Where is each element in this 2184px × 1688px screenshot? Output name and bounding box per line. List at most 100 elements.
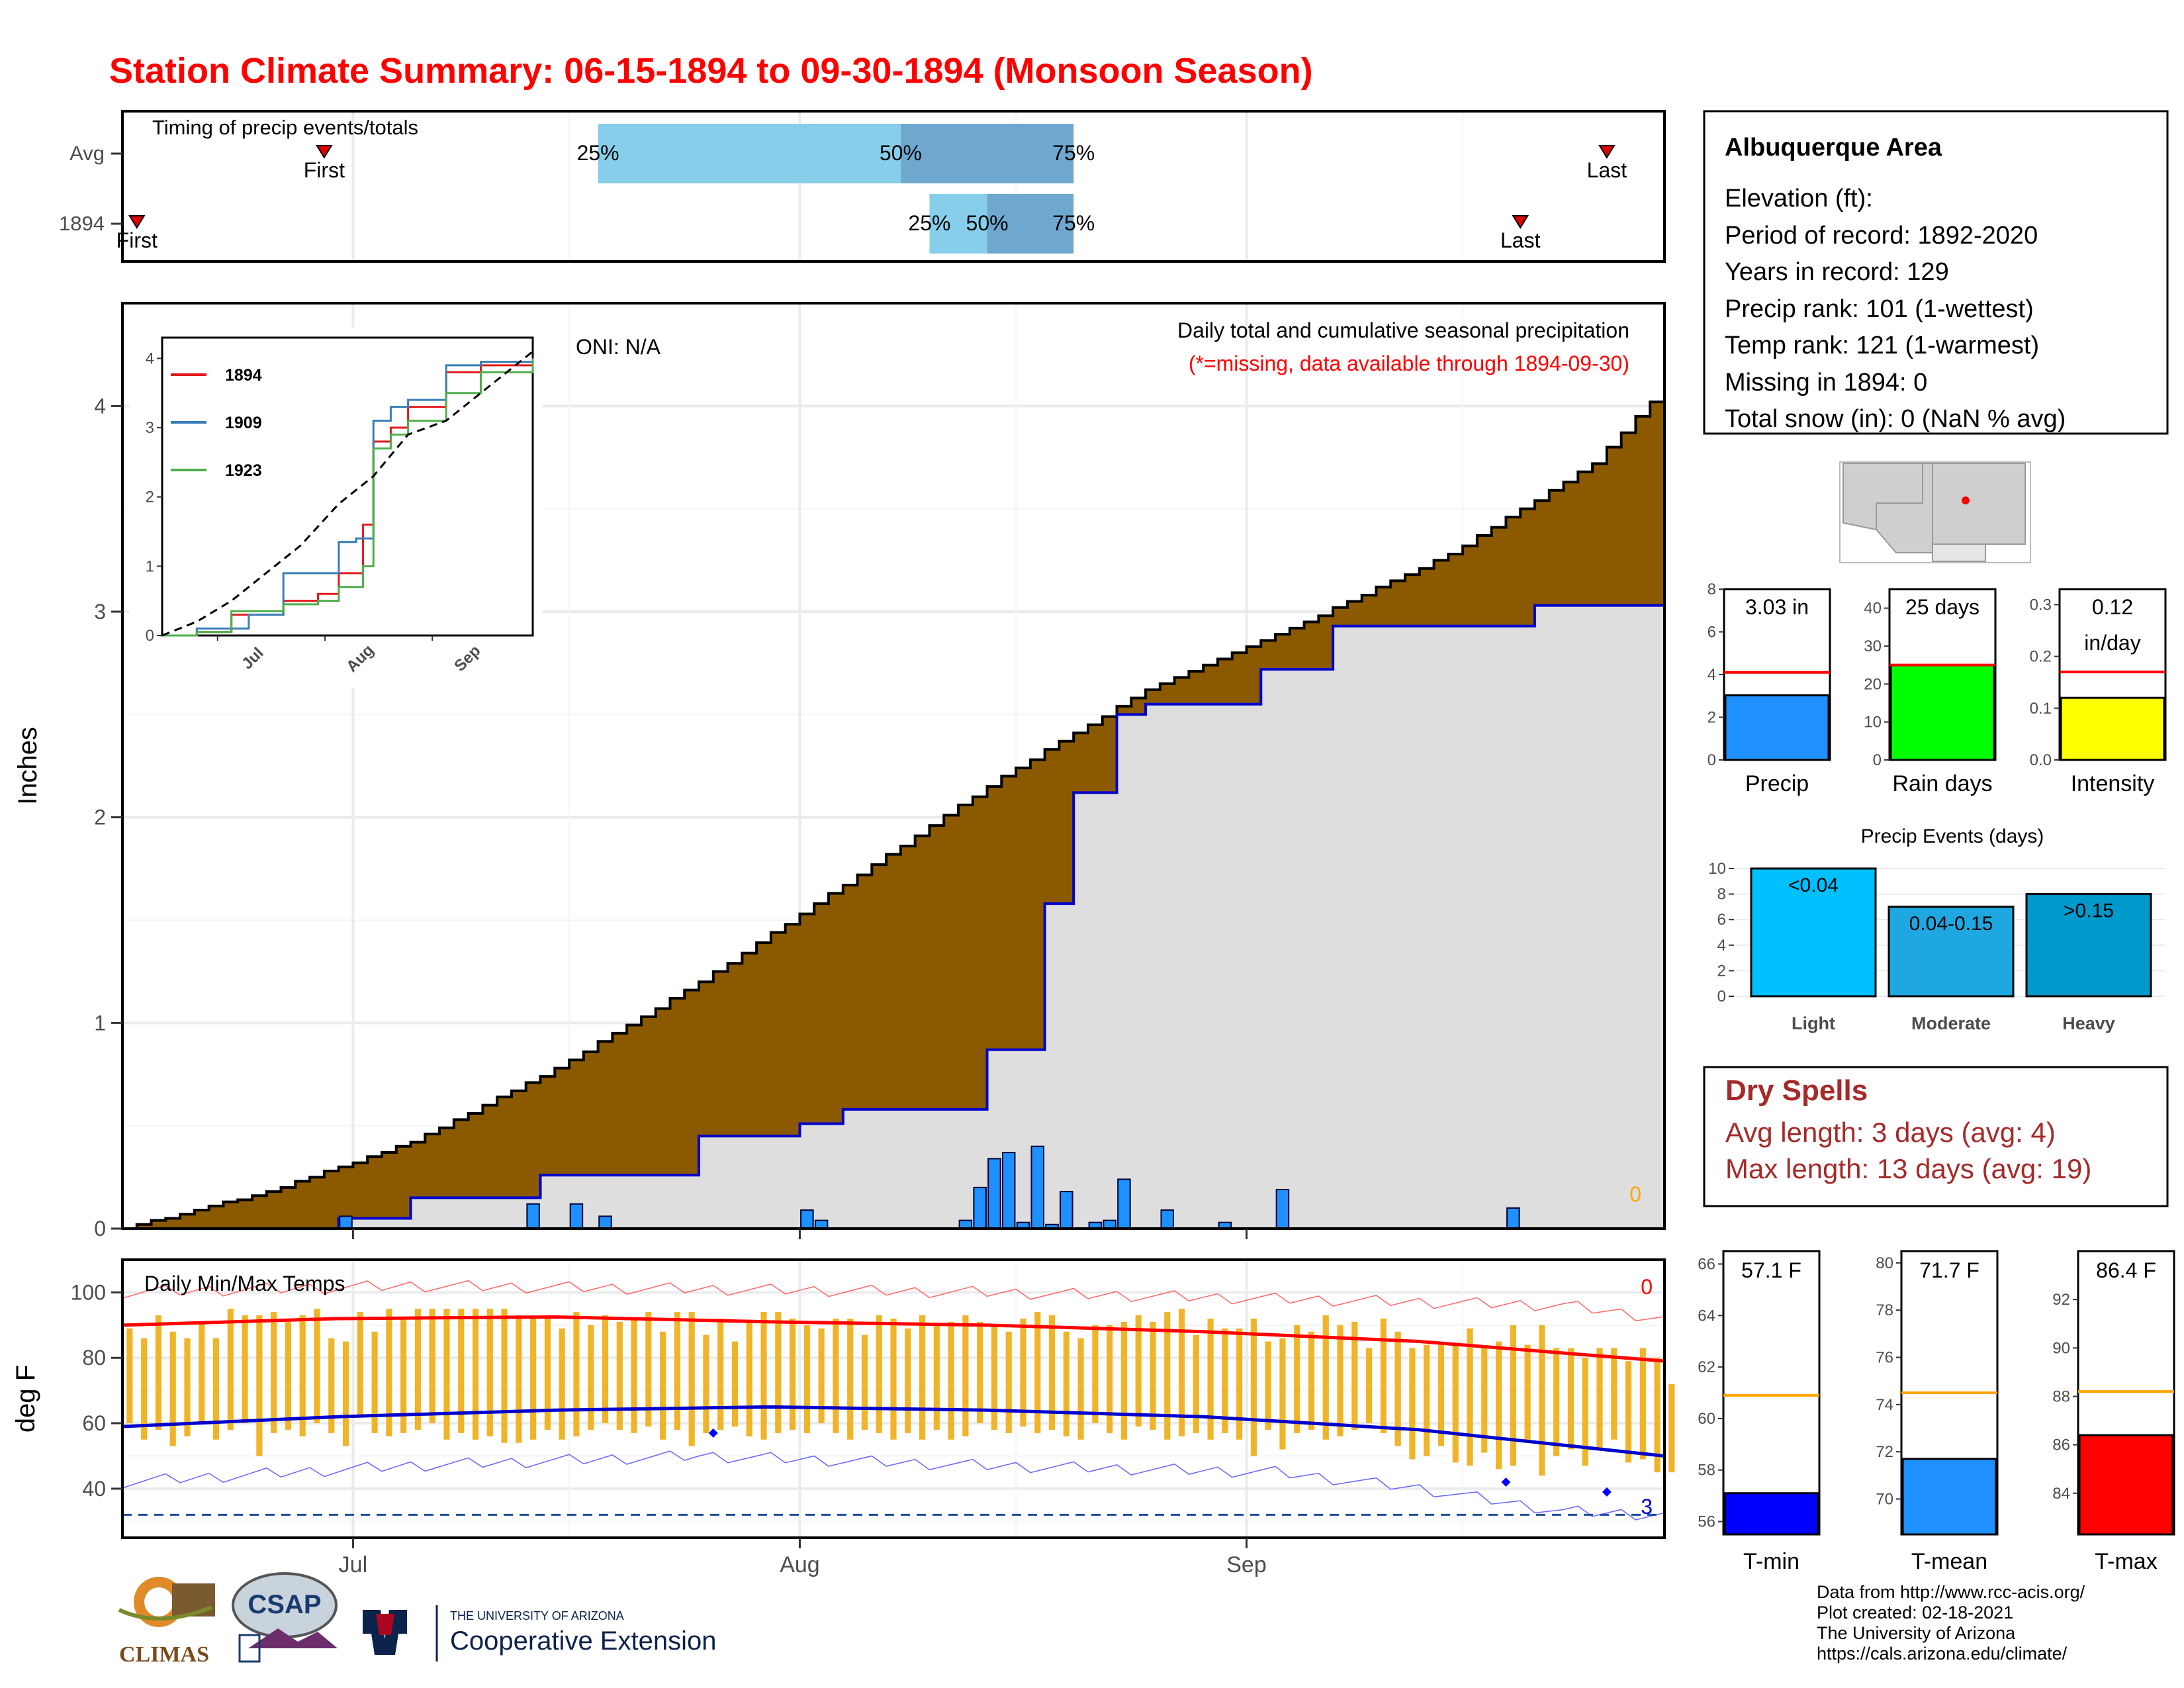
temp-x-tick-label: Aug bbox=[780, 1552, 820, 1577]
timing-last-label: Last bbox=[1587, 158, 1627, 182]
daily-temp-bar bbox=[1120, 1321, 1127, 1440]
temp-bar-value-text: 71.7 F bbox=[1919, 1258, 1979, 1282]
inset-y-tick-label: 0 bbox=[146, 627, 154, 645]
temp-bar-tick-label: 86 bbox=[2052, 1436, 2070, 1454]
timing-first-label: First bbox=[116, 228, 158, 252]
mini-bar-tick-label: 30 bbox=[1864, 637, 1882, 655]
mini-bar-value-text2: in/day bbox=[2084, 631, 2140, 655]
daily-temp-bar bbox=[1611, 1348, 1617, 1440]
missing-caption: (*=missing, data available through 1894-… bbox=[1189, 352, 1629, 375]
daily-temp-bar bbox=[631, 1318, 637, 1433]
daily-precip-bar bbox=[1117, 1178, 1131, 1229]
daily-temp-bar bbox=[905, 1328, 911, 1433]
daily-temp-bar bbox=[1020, 1318, 1026, 1427]
events-tick-label: 6 bbox=[1717, 911, 1726, 929]
record-low-marker bbox=[1501, 1477, 1511, 1487]
mini-bar-tick-label: 0 bbox=[1873, 751, 1882, 769]
daily-temp-bar bbox=[645, 1312, 652, 1427]
daily-temp-bar bbox=[212, 1338, 220, 1440]
daily-temp-bar bbox=[861, 1335, 868, 1430]
timing-p25-label: 25% bbox=[908, 211, 950, 235]
daily-temp-bar bbox=[674, 1312, 680, 1430]
mini-bar-tick-label: 10 bbox=[1864, 714, 1882, 731]
daily-temp-bar bbox=[703, 1335, 709, 1433]
record-low-marker bbox=[1602, 1487, 1612, 1497]
mini-bar-label: Precip bbox=[1745, 771, 1809, 796]
event-bar-label: Light bbox=[1792, 1013, 1835, 1033]
daily-temp-bar bbox=[443, 1309, 450, 1440]
credit-source: Data from http://www.rcc-acis.org/ bbox=[1817, 1582, 2085, 1602]
info-years: Years in record: 129 bbox=[1725, 258, 1949, 286]
precip-events-panel: Precip Events (days) 0 2 4 6 8 10 <0.04 Light 0.… bbox=[1708, 825, 2167, 1033]
season-temp-t-max: 86.4 F 84 86 88 90 92 T-max bbox=[2052, 1250, 2175, 1574]
daily-temp-bar bbox=[1150, 1321, 1156, 1430]
info-snow: Total snow (in): 0 (NaN % avg) bbox=[1725, 405, 2066, 433]
event-bar-light bbox=[1750, 867, 1877, 998]
daily-temp-bar bbox=[299, 1315, 306, 1436]
events-tick-label: 10 bbox=[1708, 860, 1726, 878]
temp-y-tick-label: 60 bbox=[82, 1411, 106, 1435]
info-period: Period of record: 1892-2020 bbox=[1725, 222, 2038, 250]
temp-bar-value bbox=[1723, 1492, 1819, 1536]
daily-precip-bar bbox=[1160, 1209, 1174, 1230]
dry-spells-max: Max length: 13 days (avg: 19) bbox=[1725, 1153, 2091, 1184]
daily-temp-bar bbox=[271, 1312, 277, 1433]
daily-precip-bar bbox=[973, 1186, 987, 1230]
daily-temp-bar bbox=[544, 1315, 551, 1430]
daily-temp-bar bbox=[775, 1312, 782, 1433]
timing-last-label: Last bbox=[1500, 228, 1541, 252]
daily-temp-bar bbox=[1294, 1325, 1300, 1433]
event-bar-moderate bbox=[1888, 906, 2015, 998]
precip-y-tick-label: 1 bbox=[94, 1011, 106, 1035]
daily-temp-bar bbox=[962, 1315, 969, 1436]
daily-temp-bar bbox=[1092, 1325, 1099, 1424]
daily-temp-bar bbox=[1135, 1315, 1142, 1427]
season-total-1: 25 days 0 10 20 30 40 Rain days bbox=[1864, 588, 1997, 796]
daily-temp-bar bbox=[1452, 1344, 1459, 1463]
daily-temp-bar bbox=[414, 1309, 421, 1430]
temp-bar-label: T-mean bbox=[1911, 1549, 1987, 1574]
temp-bar-tick-label: 76 bbox=[1876, 1349, 1893, 1367]
daily-precip-bar bbox=[1060, 1191, 1073, 1229]
daily-temp-bar bbox=[371, 1331, 378, 1433]
precip-y-tick-label: 0 bbox=[94, 1217, 106, 1241]
oni-label: ONI: N/A bbox=[576, 335, 661, 359]
mini-bar-tick-label: 0.1 bbox=[2030, 700, 2052, 718]
inset-line-1909 bbox=[162, 358, 534, 637]
credit-created: Plot created: 02-18-2021 bbox=[1817, 1603, 2014, 1622]
station-location-marker bbox=[1962, 496, 1970, 504]
daily-temp-bar bbox=[991, 1325, 998, 1430]
temp-bar-label: T-min bbox=[1743, 1549, 1799, 1574]
temp-bar-tick-label: 84 bbox=[2052, 1485, 2070, 1503]
timing-bar-25-50 bbox=[598, 124, 901, 183]
daily-temp-bar bbox=[1510, 1325, 1516, 1466]
inset-legend-label: 1923 bbox=[225, 461, 262, 480]
daily-precip-bar bbox=[1030, 1145, 1045, 1229]
timing-p50-label: 50% bbox=[880, 141, 922, 165]
daily-temp-bar bbox=[1193, 1335, 1199, 1433]
event-bar-label: Moderate bbox=[1911, 1013, 1991, 1033]
temp-bar-value-text: 86.4 F bbox=[2096, 1258, 2156, 1282]
daily-temp-bar bbox=[1034, 1312, 1041, 1433]
avg-tmax-line bbox=[122, 1315, 1665, 1363]
daily-temp-bar bbox=[1524, 1344, 1531, 1443]
daily-precip-bar bbox=[526, 1203, 540, 1229]
season-temp-bars: 57.1 F 56 58 60 62 64 66 T-min 71.7 F 70 72 74 76 78 8… bbox=[1698, 1250, 2175, 1574]
daily-temp-bar bbox=[1207, 1318, 1214, 1440]
daily-temp-bar bbox=[1639, 1348, 1646, 1460]
timing-p25-label: 25% bbox=[577, 141, 619, 165]
daily-temp-bar bbox=[530, 1318, 537, 1440]
daily-temp-bar bbox=[501, 1309, 508, 1443]
inset-y-tick-label: 2 bbox=[146, 489, 154, 506]
daily-temp-bar bbox=[1279, 1338, 1286, 1450]
current-cumulative-area bbox=[122, 605, 1664, 1229]
daily-temp-bar bbox=[169, 1331, 176, 1446]
daily-temp-bar bbox=[357, 1312, 363, 1417]
temp-bar-value bbox=[1901, 1458, 1997, 1536]
daily-precip-bar bbox=[339, 1215, 353, 1229]
daily-temp-bar bbox=[1467, 1328, 1473, 1466]
mini-bar-tick-label: 0.2 bbox=[2030, 648, 2052, 666]
daily-temp-bar bbox=[1424, 1344, 1430, 1456]
precip-caption: Daily total and cumulative seasonal prec… bbox=[1177, 318, 1629, 342]
